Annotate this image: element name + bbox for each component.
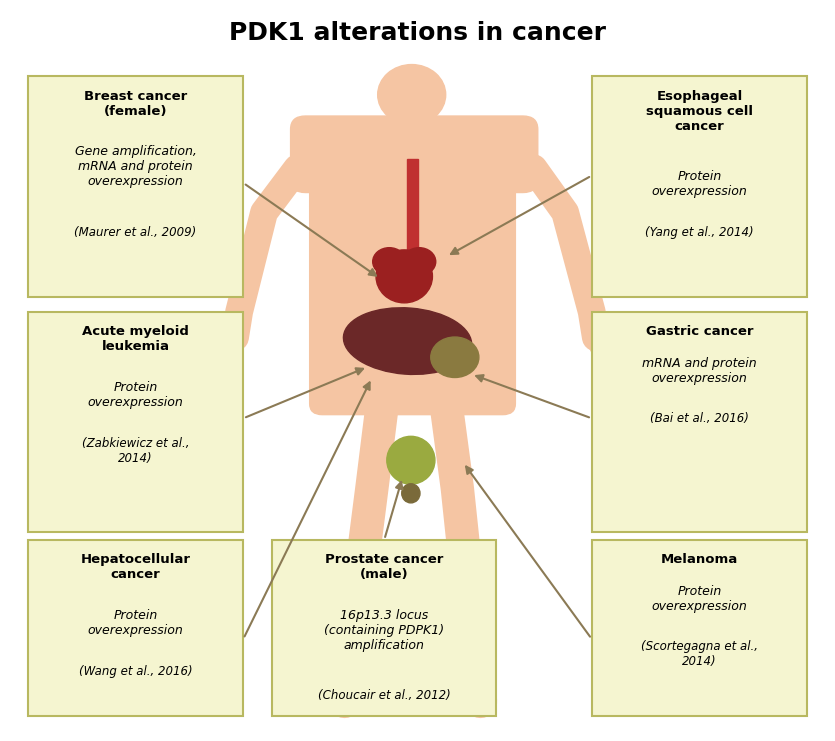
FancyBboxPatch shape bbox=[272, 539, 496, 716]
Text: (Wang et al., 2016): (Wang et al., 2016) bbox=[78, 665, 192, 678]
Text: Protein
overexpression: Protein overexpression bbox=[88, 381, 184, 409]
Text: Gene amplification,
mRNA and protein
overexpression: Gene amplification, mRNA and protein ove… bbox=[74, 145, 196, 188]
FancyBboxPatch shape bbox=[28, 312, 243, 532]
Text: (Choucair et al., 2012): (Choucair et al., 2012) bbox=[318, 689, 451, 702]
Text: (Scortegagna et al.,
2014): (Scortegagna et al., 2014) bbox=[641, 640, 758, 668]
Text: Esophageal
squamous cell
cancer: Esophageal squamous cell cancer bbox=[646, 90, 753, 133]
Text: (Bai et al., 2016): (Bai et al., 2016) bbox=[650, 413, 749, 425]
FancyBboxPatch shape bbox=[28, 76, 243, 297]
FancyBboxPatch shape bbox=[28, 539, 243, 716]
Ellipse shape bbox=[402, 484, 420, 503]
FancyBboxPatch shape bbox=[291, 116, 538, 193]
Text: PDK1 alterations in cancer: PDK1 alterations in cancer bbox=[229, 21, 606, 45]
Ellipse shape bbox=[377, 64, 446, 125]
FancyBboxPatch shape bbox=[592, 539, 807, 716]
FancyBboxPatch shape bbox=[310, 150, 515, 415]
Text: (Maurer et al., 2009): (Maurer et al., 2009) bbox=[74, 225, 196, 239]
Text: (Zabkiewicz et al.,
2014): (Zabkiewicz et al., 2014) bbox=[82, 436, 190, 465]
Text: (Yang et al., 2014): (Yang et al., 2014) bbox=[645, 225, 754, 239]
Text: Melanoma: Melanoma bbox=[660, 553, 738, 566]
Text: Breast cancer
(female): Breast cancer (female) bbox=[84, 90, 187, 118]
Text: Protein
overexpression: Protein overexpression bbox=[651, 585, 747, 613]
FancyBboxPatch shape bbox=[592, 76, 807, 297]
FancyBboxPatch shape bbox=[592, 312, 807, 532]
Text: Acute myeloid
leukemia: Acute myeloid leukemia bbox=[82, 325, 189, 353]
Ellipse shape bbox=[431, 337, 479, 377]
Text: Protein
overexpression: Protein overexpression bbox=[651, 170, 747, 198]
Text: Protein
overexpression: Protein overexpression bbox=[88, 609, 184, 637]
Ellipse shape bbox=[387, 436, 435, 484]
Ellipse shape bbox=[376, 250, 433, 303]
Text: Hepatocellular
cancer: Hepatocellular cancer bbox=[80, 553, 190, 581]
Text: Prostate cancer
(male): Prostate cancer (male) bbox=[325, 553, 443, 581]
Bar bbox=[397, 102, 425, 129]
Ellipse shape bbox=[402, 247, 436, 276]
Text: Gastric cancer: Gastric cancer bbox=[645, 325, 753, 338]
Ellipse shape bbox=[343, 308, 472, 374]
Text: 16p13.3 locus
(containing PDPK1)
amplification: 16p13.3 locus (containing PDPK1) amplifi… bbox=[324, 609, 444, 652]
Text: mRNA and protein
overexpression: mRNA and protein overexpression bbox=[642, 356, 757, 385]
Bar bbox=[407, 159, 418, 253]
Ellipse shape bbox=[372, 247, 406, 276]
